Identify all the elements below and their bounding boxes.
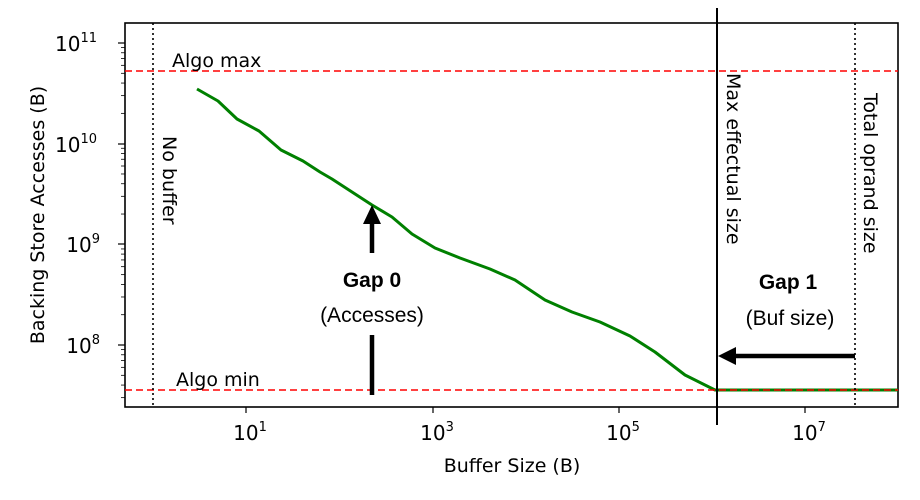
x-tick-labels: 101 103 105 107 [233, 420, 826, 445]
y-axis-ticks [118, 42, 125, 346]
arrow-left-icon [718, 347, 736, 365]
gap1-annotation: Gap 1 (Buf size) [718, 271, 855, 365]
no-buffer-label: No buffer [158, 136, 180, 225]
arrow-up-icon [363, 205, 381, 224]
gap1-title: Gap 1 [759, 271, 818, 294]
y-tick-1e11: 1011 [55, 31, 97, 56]
x-tick-1e3: 103 [420, 420, 454, 445]
x-tick-1e7: 107 [792, 420, 826, 445]
gap0-annotation: Gap 0 (Accesses) [320, 205, 424, 395]
y-tick-1e9: 109 [66, 232, 100, 257]
algo-min-label: Algo min [176, 369, 260, 391]
gap0-subtitle: (Accesses) [320, 304, 424, 327]
y-axis-minor-ticks [121, 47, 125, 399]
x-tick-1e1: 101 [233, 420, 267, 445]
y-tick-labels: 1011 1010 109 108 [55, 31, 100, 358]
gap1-subtitle: (Buf size) [746, 307, 835, 330]
gap0-title: Gap 0 [343, 269, 401, 292]
total-oprand-label: Total oprand size [859, 92, 881, 254]
accesses-curve [196, 87, 898, 392]
y-tick-1e10: 1010 [55, 132, 97, 157]
x-axis-label: Buffer Size (B) [444, 455, 581, 477]
x-axis-ticks [245, 407, 806, 413]
y-axis-label: Backing Store Accesses (B) [27, 86, 49, 344]
plot-frame [124, 22, 899, 408]
algo-max-label: Algo max [172, 50, 261, 72]
x-tick-1e5: 105 [606, 420, 640, 445]
max-effectual-label: Max effectual size [722, 73, 744, 245]
y-tick-1e8: 108 [66, 333, 100, 358]
